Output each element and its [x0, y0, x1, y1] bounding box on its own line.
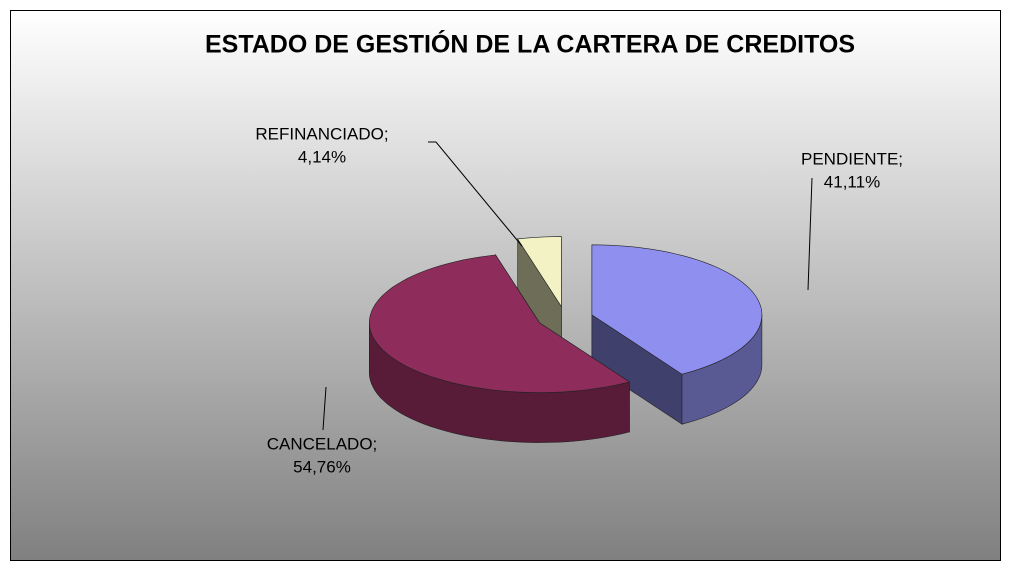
- leader-line: [322, 386, 327, 431]
- chart-title: ESTADO DE GESTIÓN DE LA CARTERA DE CREDI…: [205, 29, 855, 59]
- data-label-value: 54,76%: [293, 457, 351, 476]
- data-label-value: 4,14%: [298, 147, 346, 166]
- leader-line: [807, 177, 813, 291]
- data-label-value: 41,11%: [824, 172, 880, 191]
- data-label-name: CANCELADO;: [267, 434, 378, 453]
- data-label-name: PENDIENTE;: [801, 149, 903, 168]
- slice-top: [368, 254, 631, 393]
- data-label-name: REFINANCIADO;: [255, 124, 388, 143]
- leader-line: [428, 141, 523, 247]
- slice-top: [591, 244, 763, 375]
- slice-top: [517, 236, 562, 308]
